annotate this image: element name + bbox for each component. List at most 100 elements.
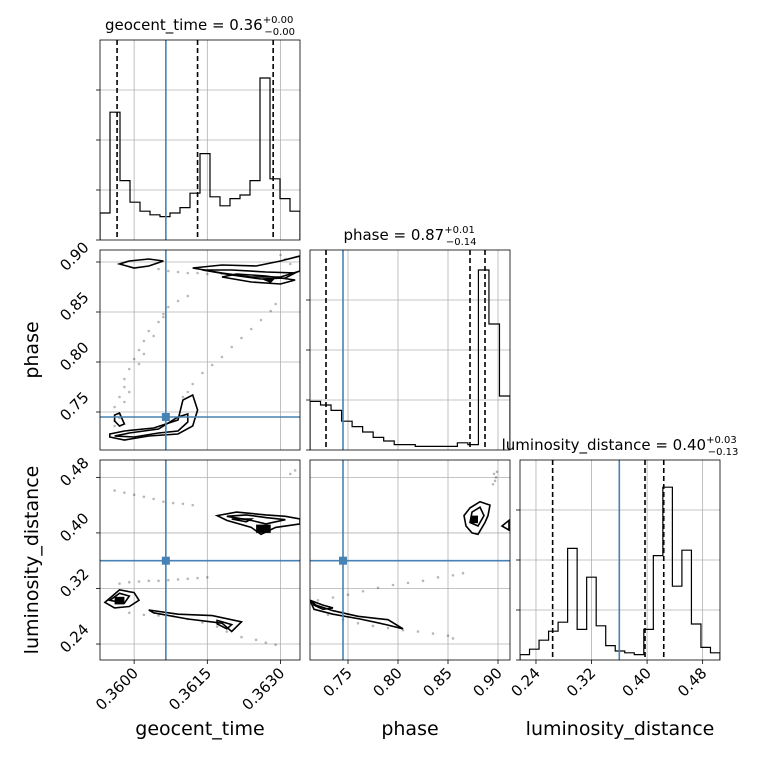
sample-point — [401, 628, 405, 632]
sample-point — [166, 269, 170, 273]
sample-point — [225, 630, 229, 633]
sample-point — [279, 253, 282, 257]
truth-marker — [161, 413, 170, 421]
sample-point — [288, 472, 292, 476]
sample-point — [137, 580, 141, 583]
sample-point — [264, 641, 268, 644]
sample-point — [346, 593, 350, 597]
sample-point — [206, 272, 209, 276]
sample-point — [446, 634, 450, 637]
sample-point — [230, 345, 234, 349]
x-axis-label-geocent_time: geocent_time — [135, 718, 264, 740]
sample-point — [157, 614, 160, 617]
contour-line — [116, 258, 164, 269]
sample-point — [356, 621, 360, 625]
sample-point — [210, 363, 214, 367]
sample-point — [113, 424, 116, 428]
sample-point — [391, 583, 395, 587]
x-tick-label: 0.24 — [507, 664, 543, 700]
sample-point — [240, 336, 243, 340]
contour-line — [114, 412, 189, 438]
density-peak — [471, 515, 478, 524]
x-tick-label: 0.85 — [419, 664, 455, 700]
sample-point — [196, 271, 199, 275]
sample-point — [259, 318, 263, 322]
sample-point — [269, 309, 273, 313]
sample-point — [201, 371, 204, 375]
contour-line — [103, 589, 141, 609]
x-tick-label: 0.40 — [619, 664, 655, 700]
sample-point — [127, 580, 131, 584]
panel-title-geocent_time: geocent_time = 0.36+0.00 −0.00 — [105, 15, 295, 38]
sample-point — [254, 638, 258, 642]
sample-point — [137, 348, 141, 352]
sample-point — [201, 621, 204, 624]
sample-point — [421, 579, 425, 583]
sample-point — [118, 395, 121, 399]
y-tick-label: 0.32 — [56, 565, 92, 601]
sample-point — [288, 262, 292, 266]
sample-point — [113, 405, 116, 409]
sample-point — [249, 327, 253, 331]
sample-point — [491, 483, 495, 486]
sample-point — [371, 624, 375, 628]
sample-point — [132, 493, 136, 497]
x-axis-label-phase: phase — [381, 718, 438, 740]
panel-frame — [309, 459, 511, 661]
sample-point — [376, 586, 380, 590]
sample-point — [186, 271, 190, 275]
sample-point — [274, 302, 277, 306]
panel-frame — [99, 249, 301, 451]
x-tick-label: 0.3615 — [165, 664, 215, 714]
sample-point — [147, 329, 151, 333]
x-tick-label: 0.75 — [319, 664, 355, 700]
x-tick-label: 0.3630 — [238, 664, 288, 714]
sample-point — [113, 489, 116, 492]
sample-point — [152, 334, 155, 338]
sample-point — [142, 495, 146, 499]
sample-point — [206, 576, 209, 579]
sample-point — [215, 625, 219, 628]
y-tick-label: 0.40 — [56, 509, 92, 545]
sample-point — [361, 589, 365, 593]
sample-point — [186, 390, 190, 394]
y-tick-label: 0.75 — [56, 388, 92, 424]
contour-line — [231, 518, 255, 523]
contour-line — [214, 511, 300, 536]
sample-point — [137, 362, 141, 366]
contour-line — [469, 506, 485, 528]
x-tick-label: 0.90 — [469, 664, 505, 700]
sample-point — [132, 357, 136, 361]
y-tick-label: 0.24 — [56, 620, 92, 656]
sample-point — [157, 320, 160, 324]
sample-point — [191, 503, 194, 507]
sample-point — [451, 637, 455, 640]
contour-line — [463, 500, 491, 536]
sample-point — [436, 576, 440, 579]
contour-line — [221, 273, 296, 285]
sample-point — [166, 578, 170, 582]
sample-point — [431, 632, 435, 635]
sample-point — [331, 596, 335, 599]
panel-title-phase: phase = 0.87+0.01 −0.14 — [343, 225, 476, 248]
contour-line — [192, 255, 300, 278]
contour-line — [226, 514, 286, 525]
sample-point — [494, 476, 498, 479]
x-tick-label: 0.32 — [563, 664, 599, 700]
histogram-phase — [310, 269, 510, 450]
contour-line — [310, 599, 334, 611]
sample-point — [406, 581, 410, 585]
panel-frame — [99, 459, 301, 661]
sample-point — [118, 582, 121, 585]
y-tick-label: 0.90 — [56, 238, 92, 274]
histogram-geocent_time — [100, 77, 300, 240]
sample-point — [386, 626, 390, 630]
sample-point — [176, 578, 180, 581]
sample-point — [147, 579, 151, 583]
y-axis-label-phase: phase — [21, 321, 43, 378]
contour-line — [500, 518, 510, 532]
sample-point — [274, 643, 277, 647]
sample-point — [157, 267, 160, 271]
sample-point — [495, 470, 499, 474]
